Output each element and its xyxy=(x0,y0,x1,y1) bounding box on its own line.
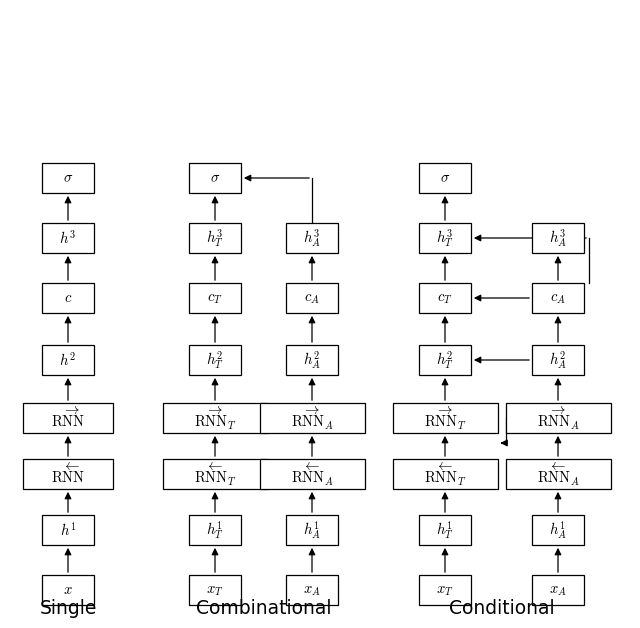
Text: $\sigma$: $\sigma$ xyxy=(63,170,73,185)
FancyBboxPatch shape xyxy=(419,515,471,545)
Text: $h^3_A$: $h^3_A$ xyxy=(303,227,321,249)
FancyBboxPatch shape xyxy=(42,163,94,193)
FancyBboxPatch shape xyxy=(42,575,94,605)
Text: $h^3_T$: $h^3_T$ xyxy=(436,227,454,249)
Text: $\overleftarrow{\mathrm{RNN}}_T$: $\overleftarrow{\mathrm{RNN}}_T$ xyxy=(424,460,466,488)
Text: $x_T$: $x_T$ xyxy=(436,583,454,597)
Text: $c_A$: $c_A$ xyxy=(550,291,566,305)
FancyBboxPatch shape xyxy=(23,403,113,433)
Text: $\overrightarrow{\mathrm{RNN}}_T$: $\overrightarrow{\mathrm{RNN}}_T$ xyxy=(194,404,236,431)
FancyBboxPatch shape xyxy=(163,459,268,489)
FancyBboxPatch shape xyxy=(42,345,94,375)
FancyBboxPatch shape xyxy=(532,345,584,375)
Text: $h^1$: $h^1$ xyxy=(60,521,76,539)
FancyBboxPatch shape xyxy=(532,283,584,313)
Text: $h^1_T$: $h^1_T$ xyxy=(436,519,454,541)
FancyBboxPatch shape xyxy=(392,403,497,433)
Text: $h^2_A$: $h^2_A$ xyxy=(549,349,567,371)
Text: $x$: $x$ xyxy=(63,583,73,597)
Text: Conditional: Conditional xyxy=(449,599,554,618)
Text: $c$: $c$ xyxy=(64,291,72,305)
FancyBboxPatch shape xyxy=(163,403,268,433)
Text: $\overrightarrow{\mathrm{RNN}}$: $\overrightarrow{\mathrm{RNN}}$ xyxy=(51,406,85,430)
FancyBboxPatch shape xyxy=(189,345,241,375)
FancyBboxPatch shape xyxy=(419,283,471,313)
Text: $\overleftarrow{\mathrm{RNN}}_T$: $\overleftarrow{\mathrm{RNN}}_T$ xyxy=(194,460,236,488)
FancyBboxPatch shape xyxy=(286,345,338,375)
FancyBboxPatch shape xyxy=(23,459,113,489)
Text: $h^2_A$: $h^2_A$ xyxy=(303,349,321,371)
Text: Combinational: Combinational xyxy=(196,599,332,618)
FancyBboxPatch shape xyxy=(189,515,241,545)
Text: $\overleftarrow{\mathrm{RNN}}$: $\overleftarrow{\mathrm{RNN}}$ xyxy=(51,462,85,487)
Text: $\overrightarrow{\mathrm{RNN}}_T$: $\overrightarrow{\mathrm{RNN}}_T$ xyxy=(424,404,466,431)
FancyBboxPatch shape xyxy=(42,515,94,545)
FancyBboxPatch shape xyxy=(189,575,241,605)
Text: $c_T$: $c_T$ xyxy=(207,291,223,305)
FancyBboxPatch shape xyxy=(506,459,611,489)
FancyBboxPatch shape xyxy=(189,223,241,253)
FancyBboxPatch shape xyxy=(286,515,338,545)
Text: $h^1_A$: $h^1_A$ xyxy=(303,519,321,541)
FancyBboxPatch shape xyxy=(532,575,584,605)
Text: $h^2_T$: $h^2_T$ xyxy=(436,349,454,371)
FancyBboxPatch shape xyxy=(419,223,471,253)
FancyBboxPatch shape xyxy=(42,283,94,313)
FancyBboxPatch shape xyxy=(286,575,338,605)
Text: $x_A$: $x_A$ xyxy=(549,583,567,597)
FancyBboxPatch shape xyxy=(419,345,471,375)
Text: $\sigma$: $\sigma$ xyxy=(210,170,220,185)
FancyBboxPatch shape xyxy=(419,575,471,605)
FancyBboxPatch shape xyxy=(392,459,497,489)
FancyBboxPatch shape xyxy=(286,223,338,253)
Text: $h^2_T$: $h^2_T$ xyxy=(206,349,224,371)
Text: $h^3_T$: $h^3_T$ xyxy=(206,227,224,249)
FancyBboxPatch shape xyxy=(532,223,584,253)
Text: $\sigma$: $\sigma$ xyxy=(440,170,450,185)
FancyBboxPatch shape xyxy=(259,459,365,489)
Text: $h^2$: $h^2$ xyxy=(60,351,77,369)
Text: $\overrightarrow{\mathrm{RNN}}_A$: $\overrightarrow{\mathrm{RNN}}_A$ xyxy=(537,404,579,431)
FancyBboxPatch shape xyxy=(42,223,94,253)
Text: Single: Single xyxy=(39,599,97,618)
Text: $x_A$: $x_A$ xyxy=(303,583,321,597)
Text: $h^3_A$: $h^3_A$ xyxy=(549,227,567,249)
Text: $\overleftarrow{\mathrm{RNN}}_A$: $\overleftarrow{\mathrm{RNN}}_A$ xyxy=(291,460,333,488)
Text: $h^1_A$: $h^1_A$ xyxy=(549,519,567,541)
Text: $\overrightarrow{\mathrm{RNN}}_A$: $\overrightarrow{\mathrm{RNN}}_A$ xyxy=(291,404,333,431)
FancyBboxPatch shape xyxy=(189,283,241,313)
FancyBboxPatch shape xyxy=(189,163,241,193)
FancyBboxPatch shape xyxy=(506,403,611,433)
FancyBboxPatch shape xyxy=(532,515,584,545)
FancyBboxPatch shape xyxy=(419,163,471,193)
Text: $c_T$: $c_T$ xyxy=(437,291,452,305)
Text: $h^3$: $h^3$ xyxy=(60,229,77,247)
Text: $x_T$: $x_T$ xyxy=(206,583,224,597)
Text: $c_A$: $c_A$ xyxy=(304,291,320,305)
FancyBboxPatch shape xyxy=(259,403,365,433)
FancyBboxPatch shape xyxy=(286,283,338,313)
Text: $h^1_T$: $h^1_T$ xyxy=(206,519,224,541)
Text: $\overleftarrow{\mathrm{RNN}}_A$: $\overleftarrow{\mathrm{RNN}}_A$ xyxy=(537,460,579,488)
